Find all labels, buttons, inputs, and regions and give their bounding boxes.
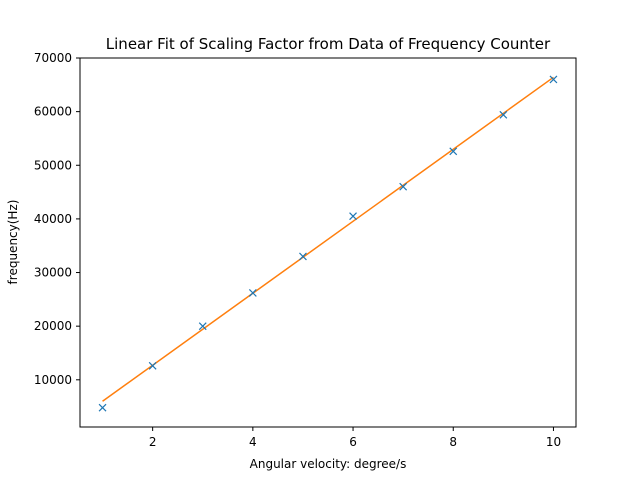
x-tick-label: 4 (249, 435, 257, 449)
y-tick-label: 50000 (34, 158, 72, 172)
y-tick-label: 40000 (34, 212, 72, 226)
data-point-marker (248, 288, 257, 297)
x-tick-label: 8 (449, 435, 457, 449)
data-point-marker (399, 182, 408, 191)
y-tick-label: 60000 (34, 105, 72, 119)
data-point-marker (449, 147, 458, 156)
data-point-marker (549, 75, 558, 84)
x-tick-label: 6 (349, 435, 357, 449)
x-tick-label: 2 (149, 435, 157, 449)
y-tick-label: 10000 (34, 373, 72, 387)
series-group (98, 75, 558, 412)
data-point-marker (198, 322, 207, 331)
x-tick-label: 10 (546, 435, 561, 449)
y-tick-label: 30000 (34, 266, 72, 280)
y-tick-label: 20000 (34, 319, 72, 333)
plot-frame (79, 57, 577, 428)
data-point-marker (299, 252, 307, 261)
data-point-marker (148, 361, 157, 370)
y-axis-label: frequency(Hz) (6, 200, 20, 285)
data-point-marker (499, 110, 508, 119)
tick-group: 2 4 6 8 10 10000 20000 30000 40000 50000 60000 7000… (34, 51, 561, 449)
x-axis-label: Angular velocity: degree/s (250, 457, 407, 471)
data-point-marker (349, 212, 357, 221)
y-tick-label: 70000 (34, 51, 72, 65)
plot-area (80, 58, 576, 427)
chart-title: Linear Fit of Scaling Factor from Data o… (106, 35, 551, 53)
fit-line (102, 76, 554, 402)
data-point-marker (98, 403, 107, 412)
